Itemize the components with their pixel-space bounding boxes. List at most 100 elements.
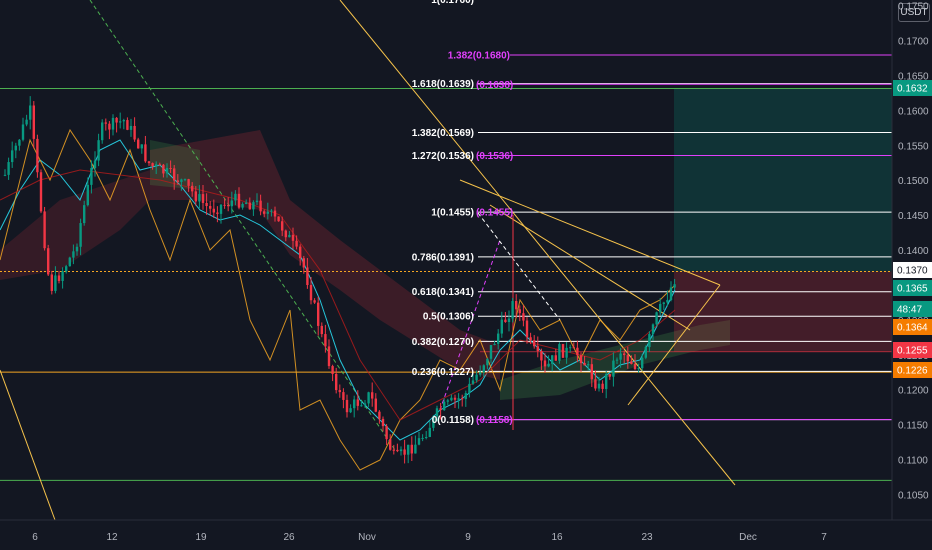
position-zones (674, 88, 892, 352)
price-tag-bg (893, 301, 932, 317)
candle-body (122, 120, 125, 122)
candle-body (655, 312, 658, 325)
candle-body (97, 140, 100, 161)
price-tick-label: 0.1500 (898, 176, 929, 187)
candle-body (284, 230, 287, 238)
profit-zone (674, 88, 892, 272)
candle-body (180, 179, 183, 182)
candle-body (25, 119, 28, 125)
candle-body (371, 392, 374, 399)
green-dashed-trendline (89, 0, 396, 451)
price-tag-label: 0.1370 (897, 266, 928, 277)
price-tick-label: 0.1100 (898, 456, 928, 467)
currency-badge[interactable]: USDT (898, 3, 930, 22)
candle-body (543, 360, 547, 367)
candle-body (32, 105, 35, 139)
candle-body (644, 347, 647, 358)
candle-body (493, 343, 496, 345)
candle-body (255, 200, 259, 203)
candle-body (259, 200, 262, 212)
candle-body (50, 274, 53, 291)
candle-body (572, 347, 575, 349)
candle-body (576, 347, 579, 356)
cloud-bullish (500, 320, 730, 400)
time-tick-label: 12 (106, 532, 118, 543)
candle-body (86, 184, 89, 206)
candle-body (565, 347, 568, 358)
candle-body (525, 320, 529, 338)
candle-body (540, 351, 543, 361)
candle-body (551, 355, 554, 364)
fib-label: 0.382(0.1270) (412, 337, 474, 348)
candle-body (417, 438, 421, 445)
fib-ext-label: (0.1638) (476, 80, 513, 91)
fib-ext-label: (0.1158) (476, 415, 513, 426)
candle-body (241, 203, 244, 208)
price-tag-bg (893, 262, 932, 278)
candle-body (252, 202, 255, 210)
cloud-bullish-left (150, 140, 200, 190)
candle-body (435, 408, 439, 417)
candle-body (410, 444, 413, 454)
candle-body (227, 204, 230, 207)
candle-body (619, 353, 622, 360)
candle-body (219, 204, 223, 214)
candle-body (536, 346, 539, 352)
candle-body (90, 168, 93, 185)
fib-label: 0.5(0.1306) (423, 312, 474, 323)
candle-body (587, 364, 590, 366)
candle-body (500, 319, 503, 334)
candle-body (3, 174, 7, 176)
candle-body (93, 160, 97, 169)
candle-body (605, 374, 608, 389)
candle-body (201, 194, 205, 203)
fib-label: 0.618(0.1341) (412, 287, 474, 298)
trend-lines (0, 0, 736, 521)
candle-body (43, 211, 46, 249)
candle-body (108, 123, 111, 130)
candle-body (479, 372, 482, 375)
candle-body (176, 180, 179, 182)
fib-label: 1.618(0.1639) (412, 79, 474, 90)
candle-body (633, 364, 637, 370)
time-tick-label: 16 (551, 532, 563, 543)
candle-body (187, 179, 190, 186)
price-tag: 0.1255 (893, 342, 932, 358)
horizontal-levels (0, 54, 892, 481)
candle-body (345, 399, 349, 413)
candle-body (367, 392, 370, 404)
candle-body (194, 191, 197, 202)
candle-body (327, 346, 331, 367)
candle-body (608, 374, 611, 377)
candle-body (468, 383, 471, 394)
candle-body (612, 360, 615, 377)
price-tag: 0.1632 (893, 80, 932, 96)
candle-body (515, 301, 518, 310)
candle-body (79, 223, 82, 247)
time-tick-label: 7 (821, 532, 827, 543)
candle-body (331, 366, 334, 374)
candle-body (133, 125, 136, 140)
fib-ext-label: 1.382(0.1680) (448, 50, 510, 61)
candle-body (39, 172, 43, 212)
candle-body (47, 248, 50, 275)
candle-body (425, 436, 428, 438)
candle-body (29, 105, 32, 120)
candle-body (11, 150, 14, 163)
candle-body (151, 163, 154, 167)
candle-body (547, 363, 550, 367)
price-tag: 0.1365 (893, 280, 932, 296)
candle-body (173, 168, 176, 181)
price-axis[interactable]: 0.1750 0.1700 0.1650 0.1600 0.1550 0.1500 0.14… (891, 0, 929, 520)
candle-body (590, 364, 593, 380)
time-tick-label: 9 (465, 532, 471, 543)
time-tick-label: 26 (283, 532, 295, 543)
candle-body (407, 444, 410, 455)
candle-body (65, 266, 68, 272)
candle-body (558, 344, 561, 361)
time-axis[interactable]: 6 12 19 26 Nov 9 16 23 Dec 7 (0, 519, 932, 543)
cloud-bearish-left (0, 170, 150, 280)
price-tag-label: 0.1255 (897, 346, 928, 357)
fib-label: 0.786(0.1391) (412, 252, 474, 263)
